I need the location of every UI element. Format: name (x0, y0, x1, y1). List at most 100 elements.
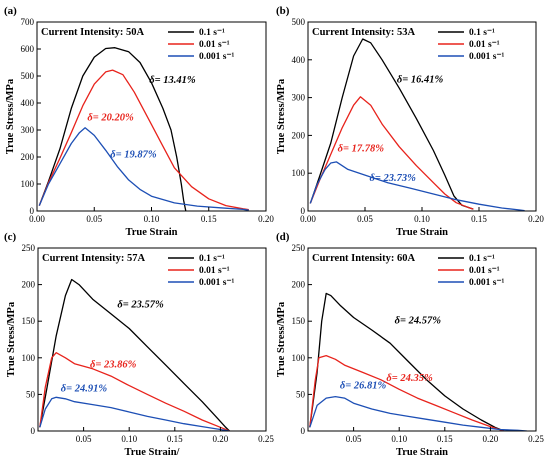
series-line (38, 69, 249, 211)
elongation-annotation: δ= 16.41% (397, 74, 444, 85)
panel-label: (c) (4, 231, 17, 243)
elongation-annotation: δ= 19.87% (110, 150, 157, 161)
y-tick-label: 300 (292, 93, 306, 103)
elongation-annotation: δ= 17.78% (338, 143, 385, 154)
y-tick-label: 0 (301, 206, 306, 216)
elongation-annotation: δ= 13.41% (149, 75, 196, 86)
series-line (309, 292, 505, 431)
series-line (309, 161, 525, 211)
legend-entry: 0.1 s⁻¹ (469, 254, 495, 264)
chart-title: Current Intensity: 53A (312, 27, 415, 38)
elongation-annotation: δ= 20.20% (87, 113, 134, 124)
plot-frame (307, 21, 537, 212)
elongation-annotation: δ= 24.57% (395, 315, 442, 326)
chart-title: Current Intensity: 57A (42, 253, 145, 264)
x-tick-label: 0.05 (76, 434, 92, 444)
series-line (309, 96, 474, 210)
legend-entry: 0.001 s⁻¹ (469, 52, 504, 62)
y-tick-label: 50 (296, 389, 306, 399)
series-line (309, 395, 527, 431)
x-tick-label: 0.05 (357, 214, 373, 224)
x-tick-label: 0.20 (213, 434, 229, 444)
y-tick-label: 0 (30, 206, 35, 216)
y-tick-label: 250 (292, 243, 306, 253)
y-axis-label: True Stress/MPa (5, 78, 16, 154)
series-line (309, 354, 505, 431)
x-tick-label: 0.05 (346, 434, 362, 444)
x-tick-label: 0.10 (144, 214, 160, 224)
y-tick-label: 700 (21, 17, 35, 27)
x-axis-label: True Strain (396, 447, 448, 458)
series-line (309, 38, 474, 210)
chart-panel: 0.00 0.05 0.10 0.15 0.20 0 100 200 300 400 500 True… (276, 5, 544, 238)
y-axis-label: True Stress/MPa (276, 301, 287, 377)
y-tick-label: 500 (21, 71, 35, 81)
x-tick-label: 0.20 (258, 214, 274, 224)
x-tick-label: 0.05 (86, 214, 102, 224)
x-tick-label: 0.10 (391, 434, 407, 444)
y-tick-label: 500 (292, 17, 306, 27)
y-tick-label: 0 (301, 426, 306, 436)
legend-entry: 0.001 s⁻¹ (469, 278, 504, 288)
elongation-annotation: δ= 24.91% (61, 383, 108, 394)
series-line (38, 47, 187, 211)
x-axis-label: True Strain (125, 227, 177, 238)
y-tick-label: 0 (31, 426, 36, 436)
y-tick-label: 250 (22, 243, 36, 253)
x-tick-label: 0.00 (29, 214, 45, 224)
x-tick-label: 0.15 (201, 214, 217, 224)
y-tick-label: 200 (22, 280, 36, 290)
legend-entry: 0.01 s⁻¹ (469, 40, 500, 50)
y-tick-label: 150 (22, 316, 36, 326)
elongation-annotation: δ= 23.86% (90, 359, 137, 370)
panel-label: (d) (276, 231, 290, 243)
chart-panel: 0.00 0.05 0.10 0.15 0.20 0 100 200 300 400 500 600 7… (4, 5, 274, 238)
elongation-annotation: δ= 26.81% (340, 381, 387, 392)
y-axis-label: True Stress/MPa (276, 78, 287, 154)
legend-entry: 0.01 s⁻¹ (469, 266, 500, 276)
y-tick-label: 150 (292, 316, 306, 326)
legend-entry: 0.1 s⁻¹ (199, 28, 225, 38)
legend-entry: 0.001 s⁻¹ (199, 278, 234, 288)
x-tick-label: 0.25 (528, 434, 544, 444)
series-line (39, 278, 230, 431)
y-tick-label: 100 (292, 353, 306, 363)
y-tick-label: 600 (21, 44, 35, 54)
y-tick-label: 400 (21, 98, 35, 108)
x-tick-label: 0.15 (167, 434, 183, 444)
x-tick-label: 0.15 (437, 434, 453, 444)
chart-panel: 0.05 0.10 0.15 0.20 0.25 0 50 100 150 200 250 True … (276, 231, 544, 458)
plot-frame (37, 247, 267, 432)
y-tick-label: 300 (21, 125, 35, 135)
y-tick-label: 50 (26, 389, 36, 399)
x-axis-label: True Strain/ (125, 447, 181, 458)
chart-title: Current Intensity: 50A (41, 27, 144, 38)
y-tick-label: 200 (292, 280, 306, 290)
panel-label: (b) (276, 5, 290, 17)
y-tick-label: 100 (21, 179, 35, 189)
plot-frame (307, 247, 537, 432)
x-tick-label: 0.15 (471, 214, 487, 224)
series-line (39, 396, 230, 431)
legend-entry: 0.01 s⁻¹ (199, 40, 230, 50)
x-axis-label: True Strain (396, 227, 448, 238)
legend-entry: 0.1 s⁻¹ (199, 254, 225, 264)
x-tick-label: 0.20 (528, 214, 544, 224)
y-axis-label: True Stress/MPa (6, 301, 17, 377)
y-tick-label: 100 (292, 168, 306, 178)
elongation-annotation: δ= 23.57% (117, 299, 164, 310)
legend-entry: 0.1 s⁻¹ (469, 28, 495, 38)
legend-entry: 0.001 s⁻¹ (199, 52, 234, 62)
x-tick-label: 0.00 (300, 214, 316, 224)
y-tick-label: 200 (21, 152, 35, 162)
x-tick-label: 0.10 (121, 434, 137, 444)
y-tick-label: 100 (22, 353, 36, 363)
plot-frame (36, 21, 267, 212)
series-line (38, 127, 249, 211)
x-tick-label: 0.20 (483, 434, 499, 444)
chart-panel: 0.05 0.10 0.15 0.20 0.25 0 50 100 150 200 250 True … (4, 231, 274, 458)
chart-title: Current Intensity: 60A (312, 253, 415, 264)
series-line (39, 352, 230, 431)
panel-label: (a) (4, 5, 17, 17)
